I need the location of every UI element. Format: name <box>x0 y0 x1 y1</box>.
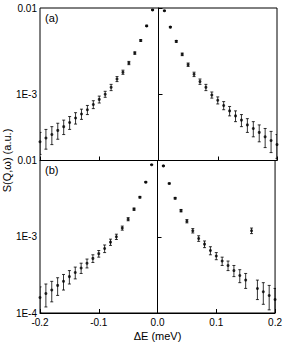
svg-text:0.01: 0.01 <box>18 155 38 166</box>
svg-text:1E-3: 1E-3 <box>16 231 38 242</box>
svg-text:S(Q,ω) (a.u.): S(Q,ω) (a.u.) <box>1 129 13 193</box>
svg-text:ΔE (meV): ΔE (meV) <box>134 330 182 342</box>
svg-text:1E-3: 1E-3 <box>16 89 38 100</box>
svg-text:(a): (a) <box>45 12 58 24</box>
svg-text:0.2: 0.2 <box>268 317 282 328</box>
svg-text:0.0: 0.0 <box>151 317 165 328</box>
svg-text:0.1: 0.1 <box>209 317 223 328</box>
svg-text:-0.2: -0.2 <box>31 317 49 328</box>
svg-text:-0.1: -0.1 <box>90 317 108 328</box>
svg-text:(b): (b) <box>45 164 58 176</box>
svg-text:0.01: 0.01 <box>18 3 38 14</box>
svg-text:1E-4: 1E-4 <box>15 307 37 319</box>
